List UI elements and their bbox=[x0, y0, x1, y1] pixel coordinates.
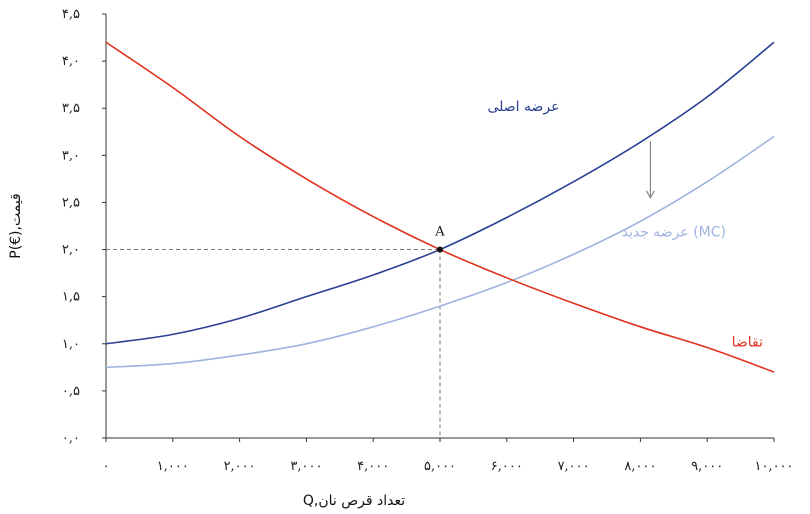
y-tick-label: ۰,۰ bbox=[62, 431, 80, 446]
new-supply-line bbox=[105, 135, 775, 369]
x-tick-label: ۱,۰۰۰ bbox=[157, 459, 189, 474]
new-supply-label: عرضه جدید (MC) bbox=[622, 224, 726, 240]
x-tick-label: ۸,۰۰۰ bbox=[624, 459, 656, 474]
y-tick-label: ۲,۵ bbox=[62, 195, 80, 210]
y-tick-label: ۴,۵ bbox=[62, 7, 80, 22]
original-supply-label: عرضه اصلی bbox=[487, 99, 559, 115]
x-tick-label: ۰ bbox=[103, 459, 110, 474]
y-tick-label: ۰,۵ bbox=[62, 384, 80, 399]
x-tick-label: ۹,۰۰۰ bbox=[691, 459, 723, 474]
demand-label: تقاضا bbox=[732, 335, 764, 351]
y-tick-label: ۱,۰ bbox=[62, 337, 80, 352]
shift-arrow-head bbox=[645, 190, 655, 199]
y-tick-label: ۳,۵ bbox=[62, 101, 80, 116]
shift-arrow bbox=[645, 141, 655, 199]
x-tick-label: ۷,۰۰۰ bbox=[558, 459, 590, 474]
x-tick-label: ۵,۰۰۰ bbox=[424, 459, 456, 474]
y-tick-label: ۲,۰ bbox=[62, 243, 80, 258]
original-supply-line bbox=[105, 41, 775, 345]
y-tick-label: ۴,۰ bbox=[62, 54, 80, 69]
x-axis-ticks: ۰ ۱,۰۰۰ ۲,۰۰۰ ۳,۰۰۰ ۴,۰۰۰ ۵,۰۰۰ ۶,۰۰۰ ۷,۰۰۰ ۸,۰۰… bbox=[103, 438, 794, 474]
y-axis-label: P(€),قیمت bbox=[8, 193, 24, 259]
x-axis-label: Q,تعداد قرص نان bbox=[303, 493, 405, 509]
equilibrium-guides bbox=[106, 249, 441, 438]
series-labels: عرضه اصلی عرضه جدید (MC) تقاضا bbox=[487, 99, 763, 351]
equilibrium-point-label: A bbox=[434, 225, 445, 240]
y-tick-label: ۱,۵ bbox=[62, 290, 80, 305]
x-tick-label: ۱۰,۰۰۰ bbox=[754, 459, 793, 474]
points: A bbox=[434, 225, 445, 253]
x-tick-label: ۴,۰۰۰ bbox=[357, 459, 389, 474]
equilibrium-point bbox=[437, 246, 443, 253]
x-tick-label: ۲,۰۰۰ bbox=[224, 459, 256, 474]
y-tick-label: ۳,۰ bbox=[62, 148, 80, 163]
y-axis-ticks: ۰,۰ ۰,۵ ۱,۰ ۱,۵ ۲,۰ ۲,۵ ۳,۰ ۳,۵ ۴,۰ ۴,۵ bbox=[62, 7, 106, 446]
x-tick-label: ۳,۰۰۰ bbox=[290, 459, 322, 474]
x-tick-label: ۶,۰۰۰ bbox=[491, 459, 523, 474]
